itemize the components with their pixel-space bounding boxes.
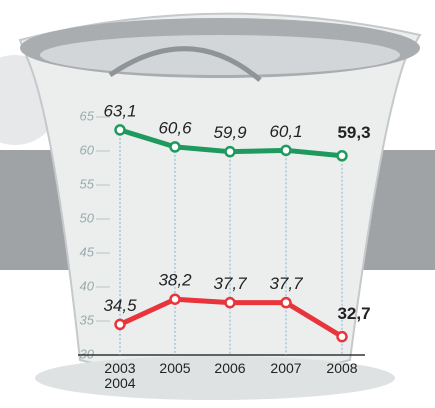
chart: 30 35 40 45 50 55 60 65 20032004 2005 2006 2007 2008… [0,0,435,408]
y-tick-label: 40 [80,278,95,293]
point [226,147,235,156]
point [282,146,291,155]
y-tick-label: 50 [80,210,95,225]
value-label: 59,9 [213,123,247,142]
value-label: 63,1 [103,101,136,120]
y-tick-label: 30 [80,346,95,361]
bucket-illustration [0,0,435,408]
y-tick-label: 35 [80,312,95,327]
y-tick-label: 55 [80,176,95,191]
value-label: 38,2 [158,271,192,290]
value-label: 37,7 [269,274,303,293]
x-tick-label: 2006 [214,360,245,376]
point [226,298,235,307]
y-tick-label: 60 [80,142,95,157]
point [116,320,125,329]
point [338,332,347,341]
point [338,151,347,160]
y-tick-label: 45 [80,244,95,259]
x-tick-label: 2008 [326,360,357,376]
point [171,295,180,304]
point [282,298,291,307]
x-tick-label: 2005 [159,360,190,376]
point [116,125,125,134]
value-label: 59,3 [337,123,370,142]
point [171,142,180,151]
value-label: 37,7 [213,274,247,293]
value-label: 34,5 [103,296,137,315]
value-label: 60,1 [269,122,302,141]
x-tick-label: 2007 [270,360,301,376]
value-label: 32,7 [337,304,370,323]
value-label: 60,6 [158,118,192,137]
y-tick-label: 65 [80,108,95,123]
